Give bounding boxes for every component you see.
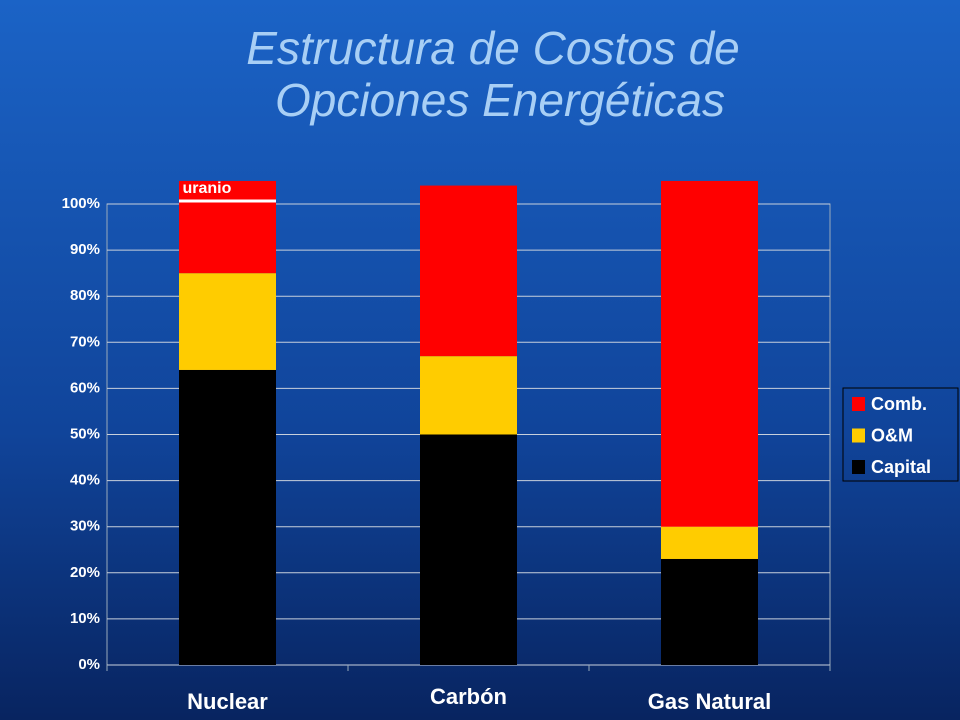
legend-swatch: [852, 460, 865, 474]
legend-label: O&M: [871, 425, 913, 445]
y-tick-label: 100%: [62, 195, 100, 212]
bar-segment: [420, 356, 517, 435]
bar-segment: [661, 526, 758, 559]
bar-segment: [179, 369, 276, 665]
y-tick-label: 0%: [78, 656, 100, 673]
y-tick-label: 30%: [70, 518, 100, 535]
bar-segment: [661, 558, 758, 665]
legend-label: Comb.: [871, 394, 927, 414]
bar-segment: [420, 185, 517, 357]
y-tick-label: 50%: [70, 425, 100, 442]
legend-label: Capital: [871, 457, 931, 477]
chart-title: Estructura de Costos de: [246, 22, 739, 74]
bar-segment: [420, 434, 517, 665]
y-tick-label: 90%: [70, 241, 100, 258]
y-tick-label: 20%: [70, 564, 100, 581]
x-tick-label: Carbón: [430, 684, 507, 709]
y-tick-label: 60%: [70, 379, 100, 396]
y-tick-label: 40%: [70, 472, 100, 489]
bar-segment: [179, 180, 276, 274]
bar-segment: [179, 273, 276, 370]
legend-swatch: [852, 428, 865, 443]
annotation: uranio: [183, 180, 232, 197]
x-tick-label: Nuclear: [187, 689, 268, 714]
x-tick-label: Gas Natural: [648, 689, 772, 714]
bar-segment: [661, 180, 758, 527]
chart-title: Opciones Energéticas: [275, 74, 725, 126]
legend-swatch: [852, 397, 865, 411]
y-tick-label: 80%: [70, 287, 100, 304]
y-tick-label: 70%: [70, 333, 100, 350]
legend-box: [842, 387, 959, 482]
y-tick-label: 10%: [70, 610, 100, 627]
